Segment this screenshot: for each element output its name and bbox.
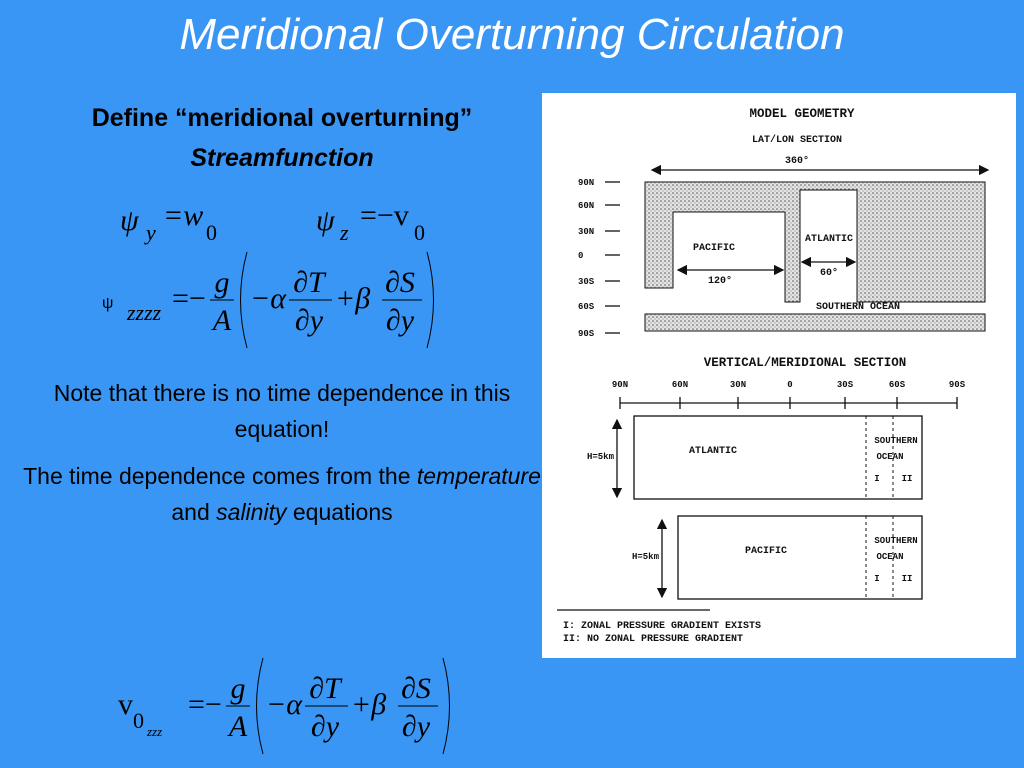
- depth-label: H=5km: [632, 552, 660, 562]
- width-label: 120°: [708, 275, 732, 287]
- figure-title: MODEL GEOMETRY: [749, 107, 855, 121]
- equation-part: −α: [266, 688, 303, 721]
- parenthesis: [240, 251, 248, 349]
- latitude-label: 60N: [672, 380, 688, 390]
- equation-part: +β: [351, 688, 386, 721]
- basin-box: [633, 415, 923, 500]
- denominator: A: [227, 710, 248, 743]
- note: The time dependence comes from the tempe…: [22, 458, 542, 530]
- numerator: ∂S: [385, 266, 415, 299]
- note-text: temperature: [416, 463, 541, 489]
- latitude-label: 30N: [578, 227, 594, 237]
- denominator: ∂y: [386, 304, 415, 337]
- symbol: ψ: [316, 204, 336, 237]
- latitude-label: 60S: [889, 380, 906, 390]
- subscript: 0: [206, 220, 217, 245]
- latitude-label: 90N: [612, 380, 628, 390]
- parenthesis: [426, 251, 434, 349]
- zone-label: SOUTHERN: [874, 536, 917, 546]
- equation-part: +β: [335, 282, 370, 315]
- latitude-label: 60N: [578, 201, 594, 211]
- symbol: ψ: [120, 204, 140, 237]
- zone-label: I: [874, 474, 879, 484]
- latitude-label: 90S: [949, 380, 966, 390]
- subscript: y: [144, 220, 156, 245]
- numerator: g: [231, 672, 246, 705]
- equation-part: =−: [188, 688, 222, 721]
- latitude-label: 0: [578, 251, 583, 261]
- denominator: ∂y: [402, 710, 431, 743]
- numerator: g: [215, 266, 230, 299]
- denominator: A: [211, 304, 232, 337]
- note-text: The time dependence comes from the: [23, 463, 411, 489]
- width-label: 60°: [820, 267, 838, 279]
- denominator: ∂y: [311, 710, 340, 743]
- continents: [644, 181, 986, 303]
- numerator: ∂S: [401, 672, 431, 705]
- subscript: 0: [414, 220, 425, 245]
- subscript: 0: [133, 708, 144, 733]
- subscript: zzz: [146, 724, 162, 739]
- antarctica: [644, 313, 986, 332]
- basin-label: PACIFIC: [693, 243, 735, 254]
- slide-title: Meridional Overturning Circulation: [179, 10, 845, 59]
- basin-box: [677, 515, 923, 600]
- subscript: z: [339, 220, 349, 245]
- latitude-label: 90N: [578, 178, 594, 188]
- legend-item: II: NO ZONAL PRESSURE GRADIENT: [563, 634, 743, 645]
- note-text: equations: [292, 499, 393, 525]
- basin-label: ATLANTIC: [689, 446, 737, 457]
- equation-part: =−: [172, 282, 206, 315]
- latitude-label: 0: [787, 380, 792, 390]
- numerator: ∂T: [293, 266, 327, 299]
- latitude-label: 30S: [837, 380, 854, 390]
- symbol: ψ: [102, 295, 113, 312]
- legend-item: I: ZONAL PRESSURE GRADIENT EXISTS: [563, 621, 761, 632]
- span-label: 360°: [785, 155, 809, 167]
- zone-label: II: [902, 474, 913, 484]
- symbol: v: [118, 688, 133, 721]
- denominator: ∂y: [295, 304, 324, 337]
- zone-label: I: [874, 574, 879, 584]
- section-title: VERTICAL/MERIDIONAL SECTION: [704, 356, 907, 370]
- latitude-label: 60S: [578, 302, 595, 312]
- parenthesis: [442, 657, 450, 755]
- heading: Define “meridional overturning”: [91, 104, 473, 132]
- equation-part: −α: [250, 282, 287, 315]
- note-text: and: [171, 499, 210, 525]
- equation-part: =−v: [360, 199, 409, 232]
- parenthesis: [256, 657, 264, 755]
- zone-label: SOUTHERN: [874, 436, 917, 446]
- latitude-label: 30S: [578, 277, 595, 287]
- basin-label: SOUTHERN OCEAN: [816, 302, 900, 313]
- basin-label: ATLANTIC: [805, 234, 853, 245]
- figure-background: [542, 93, 1016, 658]
- numerator: ∂T: [309, 672, 343, 705]
- basin-label: PACIFIC: [745, 546, 787, 557]
- equation-part: =w: [163, 199, 203, 232]
- latitude-label: 30N: [730, 380, 746, 390]
- latitude-label: 90S: [578, 329, 595, 339]
- zone-label: OCEAN: [876, 452, 903, 462]
- zone-label: OCEAN: [876, 552, 903, 562]
- note-text: salinity: [216, 499, 287, 525]
- depth-label: H=5km: [587, 452, 615, 462]
- subheading: Streamfunction: [190, 144, 374, 172]
- section-title: LAT/LON SECTION: [752, 134, 842, 146]
- note: Note that there is no time dependence in…: [53, 380, 511, 442]
- zone-label: II: [902, 574, 913, 584]
- subscript: zzzz: [126, 300, 162, 325]
